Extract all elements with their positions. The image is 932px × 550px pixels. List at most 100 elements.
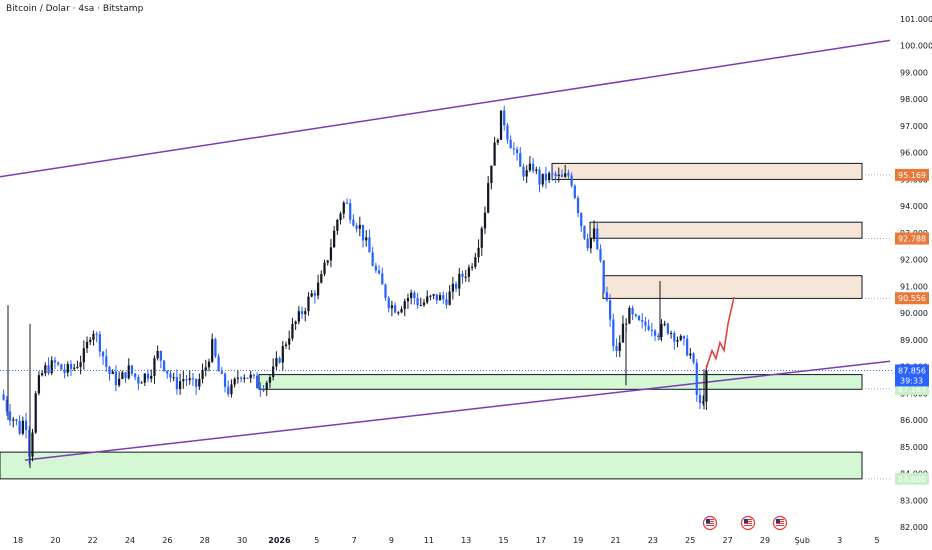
candle-body [612, 319, 615, 347]
candle-body [634, 314, 637, 316]
candle-body [66, 364, 69, 373]
y-tick-label: 83.000 [900, 496, 928, 505]
candle-body [647, 325, 650, 330]
candle-body [448, 291, 451, 305]
candle-body [233, 378, 236, 385]
candle-body [111, 371, 114, 374]
candle-body [211, 339, 214, 362]
price-tag-label: 83.800 [898, 475, 926, 484]
candle-body [57, 362, 60, 365]
candle-body [207, 361, 211, 368]
x-tick-label: 17 [536, 536, 546, 545]
candle-body [85, 341, 89, 349]
candle-body [644, 321, 647, 326]
candle-body [454, 283, 458, 289]
candle-body [589, 238, 592, 249]
candle-body [12, 419, 15, 421]
candle-body [387, 298, 390, 309]
candle-body [621, 323, 625, 343]
y-tick-label: 97.000 [900, 122, 928, 131]
candle-body [146, 373, 150, 379]
candle-body [217, 356, 220, 372]
last-price-label: 87.856 [898, 366, 926, 375]
candle-body [560, 174, 564, 177]
candle-body [5, 399, 8, 412]
candle-body [365, 237, 368, 241]
candle-body [220, 371, 223, 374]
candle-body [281, 346, 284, 363]
candle-body [557, 174, 560, 177]
candle-body [214, 339, 217, 357]
channel-line [24, 360, 891, 461]
candle-body [172, 377, 175, 379]
chart-title: Bitcoin / Dolar · 4sa · Bitstamp [6, 4, 144, 14]
candle-body [143, 373, 146, 383]
candle-body [416, 298, 419, 306]
candle-body [692, 353, 695, 363]
candle-body [419, 305, 422, 307]
candle-body [89, 339, 92, 342]
candle-body [358, 224, 361, 229]
candle-body [522, 166, 525, 177]
price-tag [895, 168, 929, 181]
candle-body [666, 323, 670, 334]
x-tick-label: 5 [874, 536, 879, 545]
projection-path [705, 296, 735, 370]
candle-body [471, 266, 474, 268]
candle-body [538, 169, 541, 185]
candle-body [236, 377, 239, 379]
candle-body [686, 338, 689, 356]
candle-body [118, 378, 121, 386]
candle-body [377, 270, 381, 274]
candle-body [166, 370, 169, 374]
candle-body [551, 173, 554, 175]
y-tick-label: 94.000 [900, 202, 928, 211]
candle-body [625, 323, 628, 325]
candle-body [275, 358, 278, 367]
candle-body [371, 252, 374, 266]
flag-canton [776, 519, 780, 523]
candle-body [31, 432, 34, 457]
flag-stripe [776, 525, 784, 526]
candle-body [272, 366, 275, 378]
candle-body [519, 153, 522, 167]
candle-body [461, 273, 464, 277]
candle-body [442, 295, 445, 300]
candle-body [278, 358, 281, 363]
y-tick-label: 86.000 [900, 416, 928, 425]
candle-body [695, 362, 698, 395]
flag-canton [744, 519, 748, 523]
candle-body [24, 420, 28, 431]
us-flag-icon [740, 515, 756, 531]
candle-body [515, 149, 519, 154]
candle-body [429, 295, 432, 297]
candle-body [175, 377, 179, 390]
x-tick-label: 18 [13, 536, 23, 545]
candle-body [705, 370, 708, 402]
x-tick-label: 13 [461, 536, 471, 545]
candle-body [355, 225, 358, 229]
y-tick-label: 99.000 [900, 68, 928, 77]
x-tick-label: 7 [352, 536, 357, 545]
candle-body [342, 202, 345, 214]
candle-body [689, 353, 692, 356]
y-tick-label: 85.000 [900, 443, 928, 452]
candle-body [198, 379, 201, 387]
candle-body [702, 401, 705, 404]
candle-body [124, 372, 127, 379]
price-tag-label: 92.788 [898, 235, 926, 244]
candle-body [284, 344, 288, 347]
candle-body [390, 305, 394, 309]
candle-body [246, 377, 249, 379]
candle-body [548, 173, 551, 181]
candle-body [333, 230, 336, 248]
candle-body [628, 307, 631, 324]
candle-body [679, 336, 682, 341]
demand-zone [0, 451, 863, 480]
candle-body [451, 283, 455, 292]
candle-body [178, 381, 182, 390]
candle-body [512, 148, 515, 150]
x-tick-label: 26 [162, 536, 172, 545]
candle-body [140, 382, 143, 384]
